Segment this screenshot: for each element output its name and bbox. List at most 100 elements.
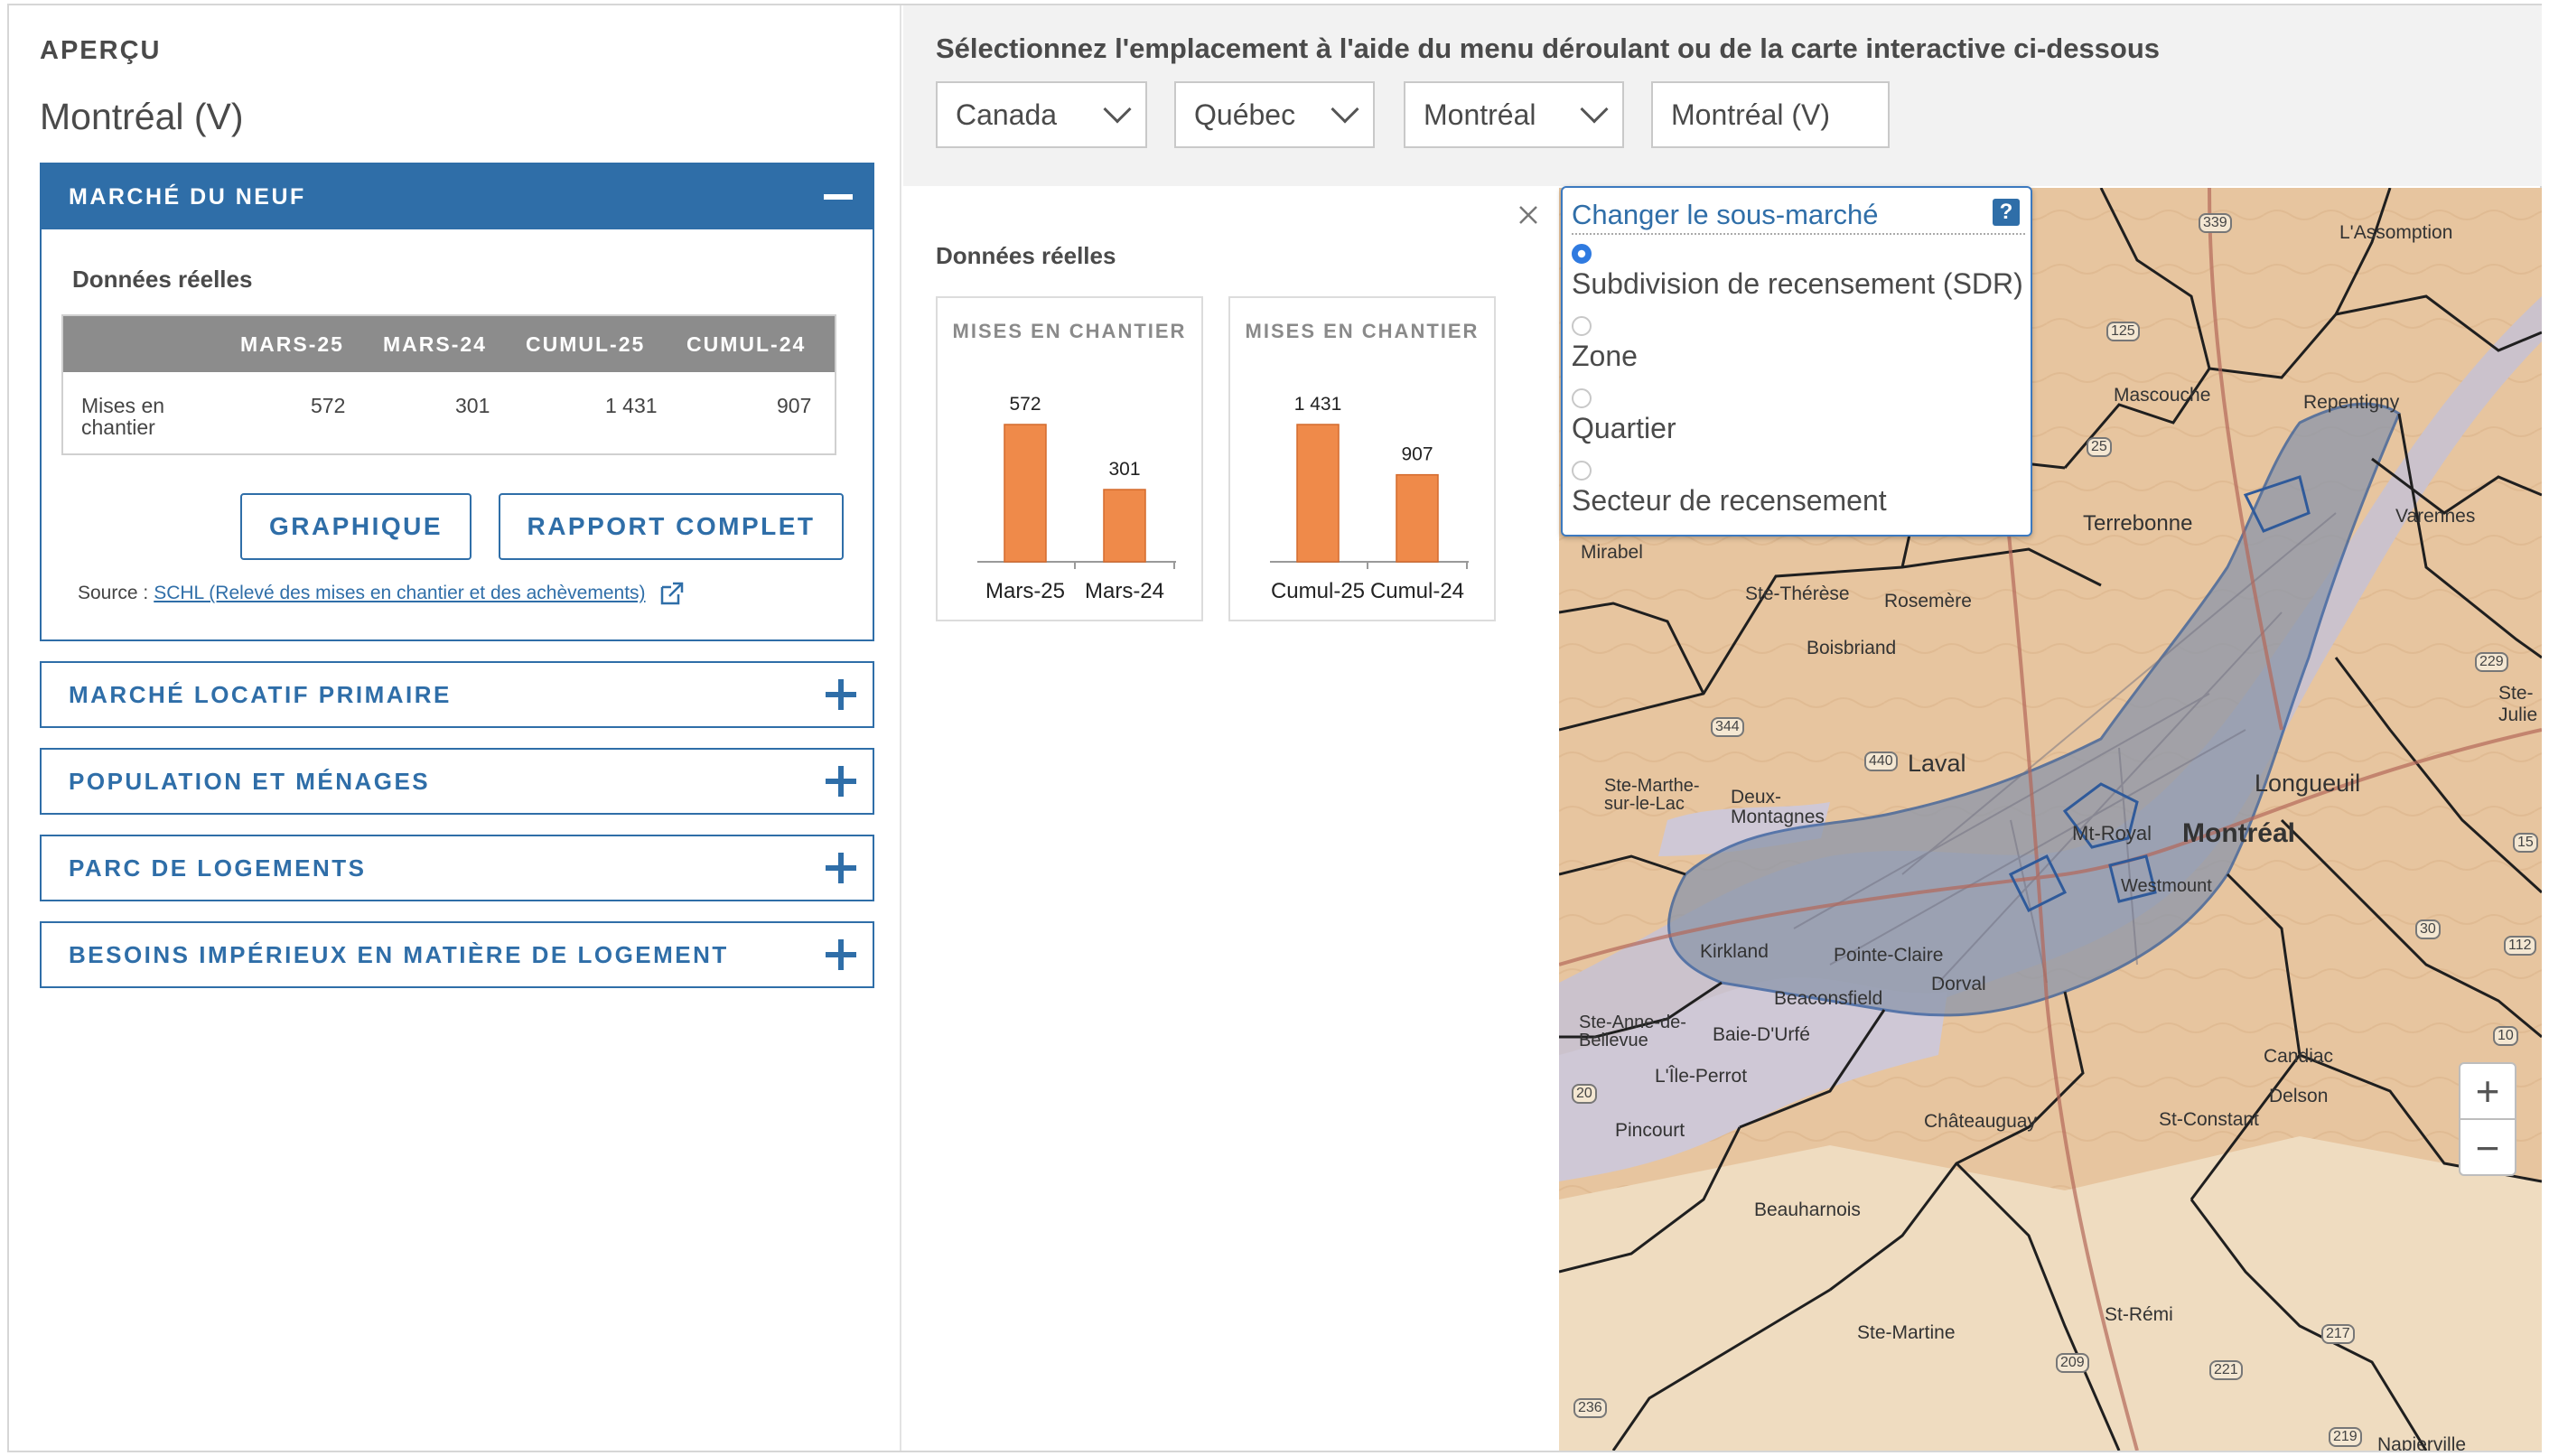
highway-shield: 25 xyxy=(2087,437,2112,457)
starts-table: MARS-25 MARS-24 CUMUL-25 CUMUL-24 Mises … xyxy=(61,314,836,455)
map-label: Pincourt xyxy=(1615,1120,1685,1141)
chart-card-monthly: MISES EN CHANTIER 572 Mars-25 301 Mars-24 xyxy=(936,296,1203,621)
map-label: Mt-Royal xyxy=(2072,822,2152,845)
table-cell: 907 xyxy=(777,394,812,417)
country-dropdown[interactable]: Canada xyxy=(936,81,1147,148)
full-report-button[interactable]: RAPPORT COMPLET xyxy=(499,493,844,560)
category-label: Cumul-25 xyxy=(1271,579,1365,603)
map-label: Ste-Martine xyxy=(1857,1322,1956,1343)
province-dropdown[interactable]: Québec xyxy=(1174,81,1375,148)
submarket-option-neighbourhood[interactable]: Quartier xyxy=(1572,388,1676,445)
map-label: L'Île-Perrot xyxy=(1655,1066,1748,1087)
place-title: Montréal (V) xyxy=(40,96,244,137)
table-row: Mises en chantier 572 301 1 431 907 xyxy=(63,372,835,455)
highway-shield: 229 xyxy=(2475,652,2508,672)
chevron-down-icon xyxy=(1580,95,1609,124)
radio-icon[interactable] xyxy=(1572,388,1592,408)
submarket-title: Changer le sous-marché xyxy=(1572,199,1879,230)
map-label: Rosemère xyxy=(1884,591,1972,611)
submarket-option-census-tract[interactable]: Secteur de recensement xyxy=(1572,461,1887,518)
accordion-header-new-market[interactable]: MARCHÉ DU NEUF xyxy=(42,164,873,229)
data-label: 301 xyxy=(1108,459,1140,480)
minus-icon[interactable] xyxy=(824,194,853,200)
map-label: Candiac xyxy=(2264,1046,2334,1067)
highway-shield: 339 xyxy=(2199,213,2232,233)
map-label: Dorval xyxy=(1931,974,1986,994)
map-label: St-Constant xyxy=(2159,1109,2259,1130)
map-label: Mirabel xyxy=(1581,542,1643,563)
bar[interactable] xyxy=(1396,473,1439,563)
accordion-housing-stock[interactable]: PARC DE LOGEMENTS xyxy=(40,835,874,901)
province-value: Québec xyxy=(1194,98,1296,131)
cma-dropdown[interactable]: Montréal xyxy=(1404,81,1624,148)
plus-icon[interactable] xyxy=(826,853,856,883)
option-label: Secteur de recensement xyxy=(1572,484,1887,517)
data-label: 1 431 xyxy=(1294,394,1342,415)
country-value: Canada xyxy=(956,98,1058,131)
accordion-core-housing-need[interactable]: BESOINS IMPÉRIEUX EN MATIÈRE DE LOGEMENT xyxy=(40,921,874,988)
table-cell: 572 xyxy=(311,394,346,417)
bar[interactable] xyxy=(1004,424,1047,563)
source-prefix: Source : xyxy=(78,583,149,603)
chart-button[interactable]: GRAPHIQUE xyxy=(240,493,472,560)
highway-shield: 221 xyxy=(2209,1360,2243,1380)
column-header: MARS-24 xyxy=(383,332,487,356)
radio-icon[interactable] xyxy=(1572,316,1592,336)
source-link[interactable]: SCHL (Relevé des mises en chantier et de… xyxy=(154,583,646,603)
submarket-option-zone[interactable]: Zone xyxy=(1572,316,1638,373)
source-line: Source : SCHL (Relevé des mises en chant… xyxy=(78,580,686,607)
chart-card-cumulative: MISES EN CHANTIER 1 431 Cumul-25 907 Cumul-… xyxy=(1228,296,1496,621)
map-label: Delson xyxy=(2269,1086,2329,1106)
map-label: Deux-Montagnes xyxy=(1731,787,1825,827)
map-label: Westmount xyxy=(2121,876,2212,896)
map-label: Varennes xyxy=(2395,506,2476,527)
highway-shield: 209 xyxy=(2056,1353,2089,1373)
map-canvas[interactable] xyxy=(1559,188,2542,1451)
accordion-title: MARCHÉ DU NEUF xyxy=(69,183,306,210)
chart-title: MISES EN CHANTIER xyxy=(952,320,1187,342)
chevron-down-icon xyxy=(1103,95,1132,124)
highway-shield: 10 xyxy=(2493,1026,2518,1046)
map-label: Repentigny xyxy=(2303,392,2400,413)
map-label: Ste-Anne-de-Bellevue xyxy=(1579,1013,1686,1050)
plus-icon[interactable] xyxy=(826,766,856,797)
highway-shield: 236 xyxy=(1573,1398,1607,1418)
map-label: L'Assomption xyxy=(2339,222,2453,243)
accordion-primary-rental[interactable]: MARCHÉ LOCATIF PRIMAIRE xyxy=(40,661,874,728)
category-label: Mars-24 xyxy=(1085,579,1164,603)
highway-shield: 217 xyxy=(2321,1324,2355,1344)
app-frame: APERÇU Montréal (V) MARCHÉ DU NEUF Donné… xyxy=(7,4,2542,1452)
map-label: Longueuil xyxy=(2255,770,2361,797)
bar[interactable] xyxy=(1296,424,1340,563)
submarket-option-sdr[interactable]: Subdivision de recensement (SDR) xyxy=(1572,244,2023,301)
overview-panel: APERÇU Montréal (V) MARCHÉ DU NEUF Donné… xyxy=(9,5,901,1451)
map-label: Pointe-Claire xyxy=(1834,945,1944,966)
table-cell: 301 xyxy=(455,394,490,417)
plus-icon[interactable] xyxy=(826,939,856,970)
plus-icon[interactable] xyxy=(826,679,856,710)
map-label: Châteauguay xyxy=(1924,1111,2037,1132)
help-icon[interactable]: ? xyxy=(1993,199,2020,226)
submarket-popup: Changer le sous-marché ? Subdivision de … xyxy=(1561,186,2032,537)
cma-value: Montréal xyxy=(1424,98,1536,131)
zoom-out-button[interactable]: − xyxy=(2475,1125,2500,1171)
map-label: Ste-Marthe-sur-le-Lac xyxy=(1604,776,1700,814)
interactive-map[interactable]: L'Assomption Mascouche Repentigny Terreb… xyxy=(1559,188,2542,1451)
accordion-new-market: MARCHÉ DU NEUF Données réelles MARS-25 M… xyxy=(40,163,874,641)
highway-shield: 15 xyxy=(2513,833,2538,853)
radio-icon[interactable] xyxy=(1572,461,1592,481)
chart-title: MISES EN CHANTIER xyxy=(1245,320,1480,342)
radio-selected-icon[interactable] xyxy=(1572,244,1592,264)
external-link-icon[interactable] xyxy=(658,580,686,607)
real-data-title: Données réelles xyxy=(72,266,253,293)
option-label: Zone xyxy=(1572,340,1638,372)
highway-shield: 20 xyxy=(1572,1084,1597,1104)
close-icon[interactable] xyxy=(1516,202,1541,228)
bar[interactable] xyxy=(1103,489,1146,563)
subdivision-field[interactable]: Montréal (V) xyxy=(1651,81,1890,148)
accordion-population[interactable]: POPULATION ET MÉNAGES xyxy=(40,748,874,815)
accordion-title: POPULATION ET MÉNAGES xyxy=(69,767,431,795)
map-label: Montréal xyxy=(2182,818,2296,848)
overview-label: APERÇU xyxy=(40,36,162,65)
zoom-in-button[interactable]: + xyxy=(2460,1064,2515,1120)
